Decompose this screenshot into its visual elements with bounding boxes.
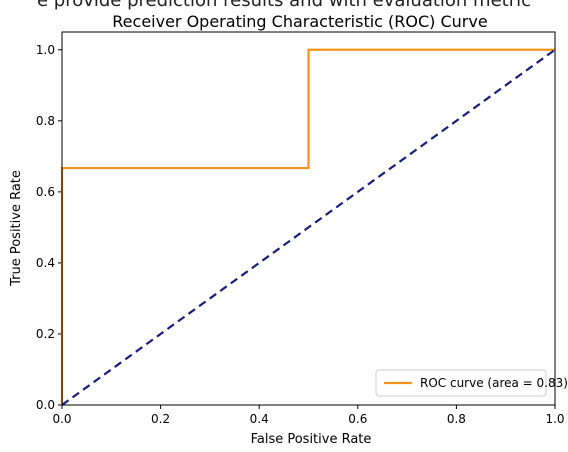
x-tick-label: 1.0: [545, 412, 564, 426]
legend-box: [375, 369, 547, 397]
plot-frame: [61, 31, 556, 406]
y-axis-label: True Positive Rate: [9, 170, 24, 287]
x-tick-label: 0.2: [151, 412, 170, 426]
x-tick-label: 0.0: [52, 412, 71, 426]
x-tick-label: 0.4: [250, 412, 269, 426]
y-tick-label: 0.4: [36, 256, 55, 270]
y-tick-label: 0.6: [36, 185, 55, 199]
x-axis-label: False Positive Rate: [251, 432, 372, 447]
legend-label: ROC curve (area = 0.83): [420, 376, 568, 390]
y-tick-label: 0.2: [36, 327, 55, 341]
plot-area: 0.0 0.2 0.4 0.6 0.8 1.0 0.0 0.2 0.4 0.6 0.8 1.0 ROC …: [36, 31, 568, 426]
x-tick-label: 0.6: [348, 412, 367, 426]
chance-diagonal-line: [61, 48, 556, 406]
y-tick-label: 0.0: [36, 398, 55, 412]
y-tick-label: 1.0: [36, 43, 55, 57]
x-tick-label: 0.8: [447, 412, 466, 426]
chart-title: Receiver Operating Characteristic (ROC) …: [112, 12, 487, 31]
header-text: e provide prediction results and with ev…: [37, 0, 531, 11]
y-tick-label: 0.8: [36, 114, 55, 128]
